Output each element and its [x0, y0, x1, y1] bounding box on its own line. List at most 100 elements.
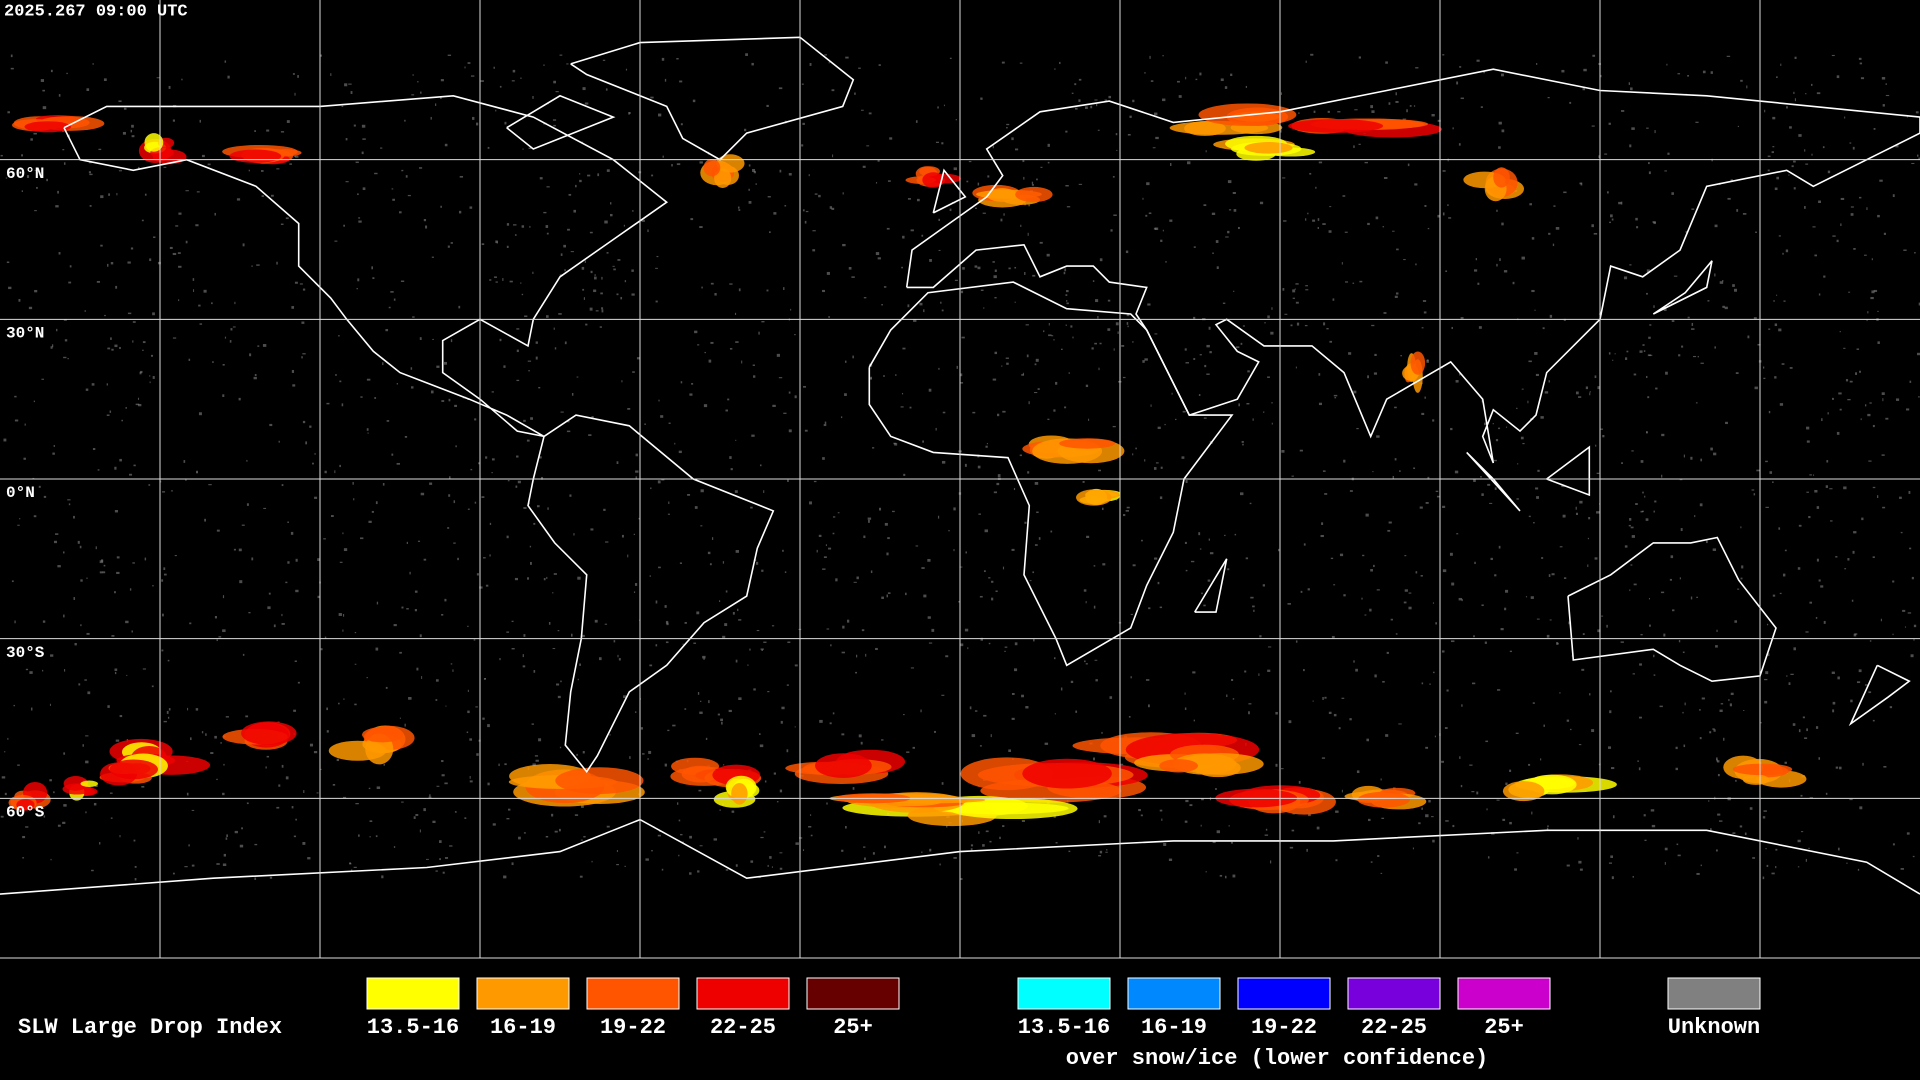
unknown-pixel	[506, 245, 509, 249]
unknown-pixel	[49, 703, 51, 706]
unknown-pixel	[902, 347, 906, 350]
unknown-pixel	[1091, 347, 1094, 350]
unknown-pixel	[776, 353, 780, 357]
unknown-pixel	[17, 524, 20, 526]
unknown-pixel	[579, 179, 582, 183]
unknown-pixel	[553, 573, 557, 575]
unknown-pixel	[278, 440, 280, 443]
unknown-pixel	[1454, 470, 1459, 474]
unknown-pixel	[872, 447, 875, 449]
unknown-pixel	[1206, 373, 1210, 375]
unknown-pixel	[263, 507, 267, 509]
unknown-pixel	[1334, 396, 1337, 399]
unknown-pixel	[1548, 232, 1551, 235]
unknown-pixel	[1103, 815, 1107, 818]
unknown-pixel	[1626, 350, 1629, 353]
unknown-pixel	[1097, 316, 1099, 319]
unknown-pixel	[1421, 807, 1423, 810]
unknown-pixel	[818, 194, 821, 198]
unknown-pixel	[453, 500, 456, 504]
unknown-pixel	[995, 590, 998, 593]
unknown-pixel	[1371, 110, 1375, 113]
unknown-pixel	[1375, 216, 1379, 220]
unknown-pixel	[1144, 72, 1146, 74]
unknown-pixel	[1642, 491, 1644, 494]
unknown-pixel	[1264, 322, 1266, 324]
unknown-pixel	[151, 685, 154, 688]
unknown-pixel	[640, 727, 644, 730]
unknown-pixel	[1234, 533, 1237, 536]
unknown-pixel	[487, 724, 490, 728]
unknown-pixel	[1086, 535, 1090, 539]
unknown-pixel	[546, 186, 550, 188]
unknown-pixel	[893, 442, 896, 445]
unknown-pixel	[142, 668, 147, 670]
unknown-pixel	[1696, 872, 1700, 875]
unknown-pixel	[1105, 851, 1108, 853]
unknown-pixel	[533, 670, 536, 673]
unknown-pixel	[492, 823, 496, 826]
unknown-pixel	[990, 734, 992, 738]
unknown-pixel	[1822, 146, 1825, 149]
unknown-pixel	[606, 825, 610, 828]
unknown-pixel	[1159, 606, 1163, 609]
unknown-pixel	[495, 281, 498, 283]
unknown-pixel	[1653, 654, 1655, 658]
unknown-pixel	[1638, 716, 1642, 719]
unknown-pixel	[1832, 701, 1836, 705]
unknown-pixel	[1339, 553, 1344, 557]
unknown-pixel	[1535, 373, 1539, 377]
unknown-pixel	[1815, 617, 1818, 619]
unknown-pixel	[447, 527, 450, 529]
unknown-pixel	[1291, 475, 1294, 477]
unknown-pixel	[466, 731, 469, 734]
unknown-pixel	[1027, 232, 1029, 236]
unknown-pixel	[1691, 208, 1695, 210]
unknown-pixel	[1132, 99, 1135, 103]
unknown-pixel	[1899, 496, 1902, 499]
unknown-pixel	[601, 309, 604, 313]
unknown-pixel	[336, 758, 340, 762]
unknown-pixel	[1165, 261, 1167, 263]
unknown-pixel	[1083, 589, 1087, 592]
unknown-pixel	[307, 857, 311, 860]
unknown-pixel	[1549, 314, 1553, 318]
unknown-pixel	[1697, 355, 1699, 358]
unknown-pixel	[1435, 490, 1439, 493]
unknown-pixel	[1337, 111, 1341, 113]
unknown-pixel	[1540, 416, 1544, 419]
unknown-pixel	[658, 566, 661, 569]
unknown-pixel	[1546, 827, 1549, 831]
unknown-pixel	[625, 68, 628, 71]
unknown-pixel	[1142, 197, 1144, 200]
unknown-pixel	[1647, 162, 1650, 165]
unknown-pixel	[965, 551, 967, 554]
unknown-pixel	[1632, 876, 1634, 878]
cloud-patch	[1022, 758, 1112, 789]
unknown-pixel	[1085, 601, 1087, 604]
unknown-pixel	[672, 724, 676, 727]
unknown-pixel	[366, 428, 369, 431]
unknown-pixel	[1594, 557, 1598, 560]
unknown-pixel	[1650, 809, 1655, 812]
unknown-pixel	[722, 635, 726, 639]
unknown-pixel	[977, 465, 981, 469]
unknown-pixel	[1714, 224, 1718, 228]
unknown-pixel	[863, 857, 866, 860]
unknown-pixel	[1157, 581, 1160, 585]
unknown-pixel	[766, 104, 769, 107]
unknown-pixel	[801, 83, 804, 85]
unknown-pixel	[1219, 874, 1223, 877]
unknown-pixel	[1671, 192, 1674, 195]
unknown-pixel	[1208, 538, 1210, 541]
unknown-pixel	[1162, 229, 1164, 232]
unknown-pixel	[1497, 689, 1501, 691]
unknown-pixel	[1646, 292, 1648, 295]
unknown-pixel	[87, 691, 91, 695]
unknown-pixel	[728, 709, 732, 713]
unknown-pixel	[1762, 876, 1765, 880]
unknown-pixel	[655, 600, 658, 604]
unknown-pixel	[1820, 585, 1824, 588]
unknown-pixel	[1002, 825, 1005, 828]
unknown-pixel	[901, 392, 904, 395]
